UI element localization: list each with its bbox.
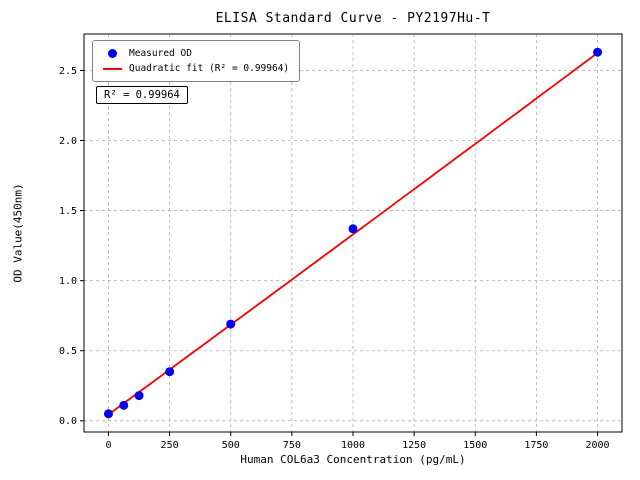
axes-frame: [83, 33, 623, 433]
quadratic-fit-line: [107, 52, 599, 416]
x-axis-tick-label: 750: [283, 440, 301, 451]
x-axis-tick-label: 1500: [463, 440, 487, 451]
y-axis-tick-label: 0.5: [59, 346, 77, 357]
y-axis-tick-label: 0.0: [59, 416, 77, 427]
legend-entry-quadratic-fit: Quadratic fit (R² = 0.99964): [101, 61, 289, 76]
chart-title: ELISA Standard Curve - PY2197Hu-T: [215, 11, 491, 26]
y-axis-tick-label: 2.0: [59, 136, 77, 147]
x-axis-tick-label: 1250: [402, 440, 426, 451]
measured-od-point: [165, 367, 175, 377]
measured-od-point: [119, 400, 129, 410]
x-axis-tick-label: 500: [222, 440, 240, 451]
measured-od-point: [348, 224, 358, 234]
measured-od-point: [226, 319, 236, 329]
legend: Measured OD Quadratic fit (R² = 0.99964): [92, 40, 301, 82]
y-axis-label: OD Value(450nm): [11, 183, 25, 283]
x-axis-tick-label: 0: [105, 440, 111, 451]
r-squared-annotation: R² = 0.99964: [96, 86, 188, 104]
y-axis-tick-label: 1.0: [59, 276, 77, 287]
scatter-marker-icon: [107, 49, 117, 58]
legend-entry-measured-od: Measured OD: [101, 46, 289, 61]
x-axis-label: Human COL6a3 Concentration (pg/mL): [240, 453, 466, 466]
x-axis-tick-label: 2000: [585, 440, 609, 451]
fit-line-marker-icon: [102, 67, 122, 70]
legend-label-measured-od: Measured OD: [129, 48, 192, 59]
y-axis-tick-label: 2.5: [59, 66, 77, 77]
measured-od-point: [593, 47, 603, 57]
x-axis-tick-label: 250: [161, 440, 179, 451]
legend-label-quadratic-fit: Quadratic fit (R² = 0.99964): [129, 63, 290, 74]
measured-od-point: [103, 409, 113, 419]
x-axis-tick-label: 1750: [524, 440, 548, 451]
measured-od-point: [134, 391, 144, 401]
y-axis-tick-label: 1.5: [59, 206, 77, 217]
x-axis-tick-label: 1000: [341, 440, 365, 451]
legend-marker-wrap: [101, 49, 123, 58]
legend-marker-wrap: [101, 67, 123, 70]
